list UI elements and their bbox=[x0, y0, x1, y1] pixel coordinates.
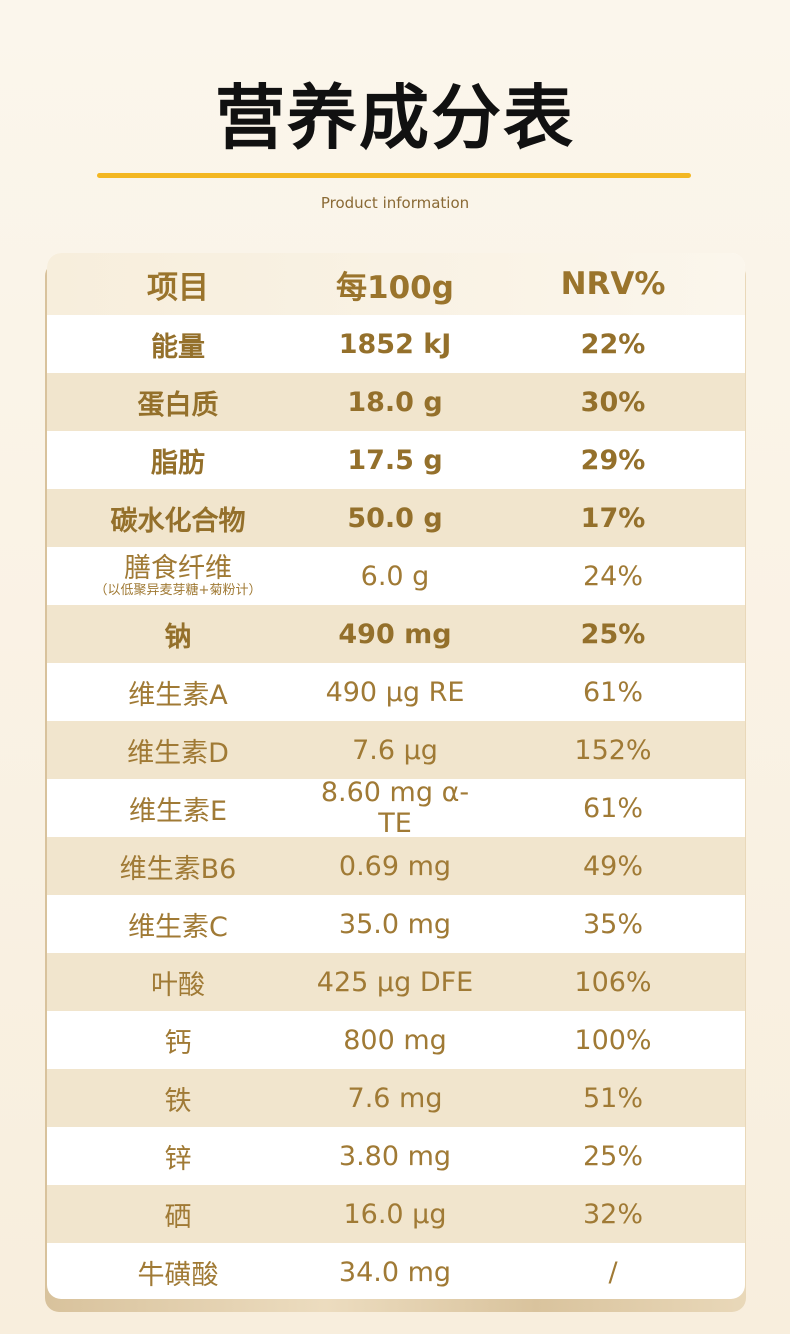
item-name: 维生素A bbox=[128, 679, 228, 711]
table-row: 叶酸 425 µg DFE 106% bbox=[47, 953, 745, 1011]
table-header: 项目 每100g NRV% bbox=[47, 253, 745, 315]
nutrition-table: 项目 每100g NRV% 能量 1852 kJ 22% 蛋白质 18.0 g 30% 脂肪… bbox=[47, 253, 745, 1299]
cell-item: 牛磺酸 bbox=[47, 1253, 309, 1292]
cell-per100g: 7.6 µg bbox=[352, 734, 438, 766]
cell-per100g: 7.6 mg bbox=[347, 1082, 443, 1114]
table-row: 碳水化合物 50.0 g 17% bbox=[47, 489, 745, 547]
cell-nrv: 25% bbox=[582, 1140, 643, 1172]
cell-per100g: 0.69 mg bbox=[338, 850, 452, 882]
cell-nrv: 17% bbox=[580, 502, 646, 534]
cell-nrv: 30% bbox=[580, 386, 646, 418]
item-name: 脂肪 bbox=[151, 447, 205, 479]
cell-item: 钙 bbox=[47, 1021, 309, 1060]
cell-per100g: 6.0 g bbox=[360, 560, 430, 592]
cell-per100g: 3.80 mg bbox=[338, 1140, 452, 1172]
header-nrv: NRV% bbox=[560, 266, 666, 302]
item-name: 膳食纤维 bbox=[124, 553, 232, 584]
cell-per100g: 50.0 g bbox=[347, 502, 443, 534]
cell-nrv: 35% bbox=[582, 908, 643, 940]
cell-nrv: 61% bbox=[582, 676, 643, 708]
cell-item: 铁 bbox=[47, 1079, 309, 1118]
table-row: 牛磺酸 34.0 mg / bbox=[47, 1243, 745, 1299]
item-name: 硒 bbox=[164, 1201, 192, 1233]
cell-per100g: 35.0 mg bbox=[338, 908, 452, 940]
cell-item: 能量 bbox=[47, 325, 309, 364]
cell-per100g: 490 µg RE bbox=[325, 676, 465, 708]
cell-item: 维生素D bbox=[47, 731, 309, 770]
cell-item: 维生素B6 bbox=[47, 847, 309, 886]
cell-item: 脂肪 bbox=[47, 441, 309, 480]
table-row: 锌 3.80 mg 25% bbox=[47, 1127, 745, 1185]
item-name: 牛磺酸 bbox=[137, 1259, 219, 1291]
cell-item: 维生素E bbox=[47, 789, 309, 828]
table-row: 维生素E 8.60 mg α-TE 61% bbox=[47, 777, 745, 839]
cell-nrv: / bbox=[608, 1256, 618, 1288]
item-name: 钙 bbox=[164, 1027, 192, 1059]
table-row: 膳食纤维 （以低聚异麦芽糖+菊粉计） 6.0 g 24% bbox=[47, 547, 745, 605]
item-name: 维生素D bbox=[127, 737, 229, 769]
item-name: 铁 bbox=[164, 1085, 192, 1117]
item-name: 碳水化合物 bbox=[110, 505, 246, 537]
page-title: 营养成分表 bbox=[215, 77, 575, 159]
table-row: 钙 800 mg 100% bbox=[47, 1011, 745, 1069]
table-row: 硒 16.0 µg 32% bbox=[47, 1185, 745, 1243]
table-row: 维生素A 490 µg RE 61% bbox=[47, 663, 745, 721]
cell-nrv: 100% bbox=[574, 1024, 652, 1056]
cell-nrv: 152% bbox=[574, 734, 652, 766]
cell-per100g: 17.5 g bbox=[347, 444, 443, 476]
cell-item: 硒 bbox=[47, 1195, 309, 1234]
cell-nrv: 29% bbox=[580, 444, 646, 476]
cell-per100g: 16.0 µg bbox=[343, 1198, 447, 1230]
item-name: 能量 bbox=[151, 331, 205, 363]
table-row: 维生素B6 0.69 mg 49% bbox=[47, 837, 745, 895]
cell-per100g: 490 mg bbox=[338, 618, 452, 650]
cell-per100g: 8.60 mg α-TE bbox=[320, 777, 470, 839]
header-per100g: 每100g bbox=[336, 269, 454, 306]
cell-item: 锌 bbox=[47, 1137, 309, 1176]
cell-nrv: 106% bbox=[574, 966, 652, 998]
cell-item: 钠 bbox=[47, 615, 309, 654]
cell-nrv: 25% bbox=[580, 618, 646, 650]
item-name: 维生素E bbox=[128, 795, 228, 827]
cell-per100g: 34.0 mg bbox=[338, 1256, 452, 1288]
cell-per100g: 425 µg DFE bbox=[316, 966, 474, 998]
page-subtitle: Product information bbox=[320, 194, 470, 212]
cell-nrv: 61% bbox=[582, 792, 643, 824]
cell-item: 膳食纤维 （以低聚异麦芽糖+菊粉计） bbox=[47, 554, 309, 598]
table-row: 维生素C 35.0 mg 35% bbox=[47, 895, 745, 953]
cell-item: 叶酸 bbox=[47, 963, 309, 1002]
cell-item: 蛋白质 bbox=[47, 383, 309, 422]
cell-nrv: 49% bbox=[582, 850, 643, 882]
table-row: 蛋白质 18.0 g 30% bbox=[47, 373, 745, 431]
cell-per100g: 18.0 g bbox=[347, 386, 443, 418]
cell-item: 碳水化合物 bbox=[47, 499, 309, 538]
table-row: 维生素D 7.6 µg 152% bbox=[47, 721, 745, 779]
item-note: （以低聚异麦芽糖+菊粉计） bbox=[94, 583, 262, 598]
item-name: 维生素B6 bbox=[119, 853, 237, 885]
item-name: 锌 bbox=[164, 1143, 192, 1175]
cell-nrv: 32% bbox=[582, 1198, 643, 1230]
cell-item: 维生素A bbox=[47, 673, 309, 712]
cell-nrv: 22% bbox=[580, 328, 646, 360]
title-underline bbox=[97, 173, 691, 178]
table-row: 脂肪 17.5 g 29% bbox=[47, 431, 745, 489]
table-row: 能量 1852 kJ 22% bbox=[47, 315, 745, 373]
item-name: 钠 bbox=[164, 621, 192, 653]
table-row: 钠 490 mg 25% bbox=[47, 605, 745, 663]
cell-nrv: 51% bbox=[582, 1082, 643, 1114]
cell-item: 维生素C bbox=[47, 905, 309, 944]
table-row: 铁 7.6 mg 51% bbox=[47, 1069, 745, 1127]
item-name: 维生素C bbox=[128, 911, 228, 943]
item-name: 叶酸 bbox=[151, 969, 205, 1001]
cell-per100g: 1852 kJ bbox=[338, 328, 452, 360]
cell-per100g: 800 mg bbox=[343, 1024, 447, 1056]
item-name: 蛋白质 bbox=[137, 389, 219, 421]
cell-nrv: 24% bbox=[582, 560, 643, 592]
header-item: 项目 bbox=[147, 269, 209, 306]
